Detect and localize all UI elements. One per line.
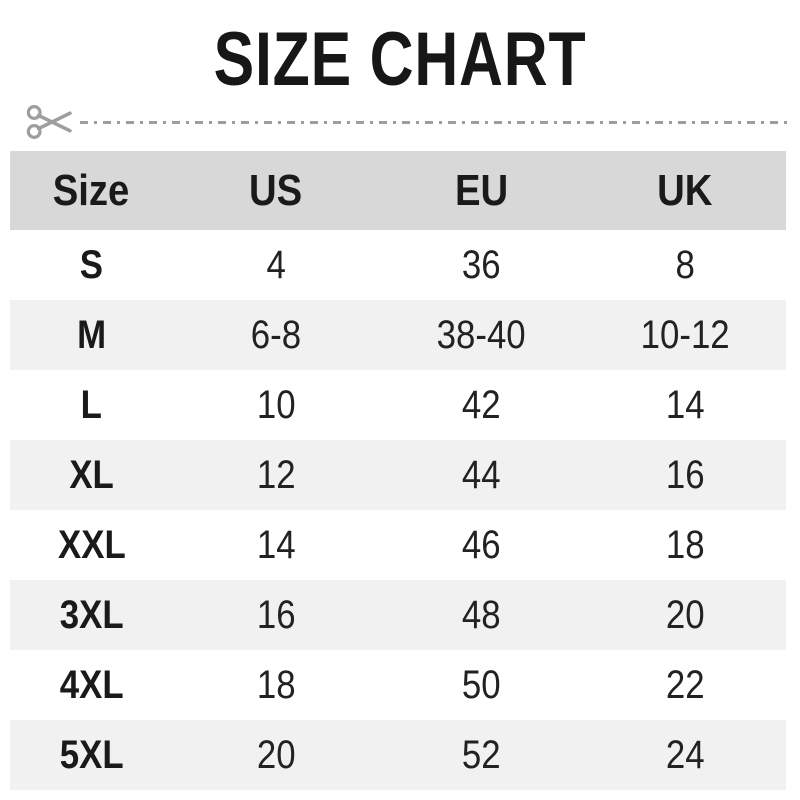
column-header-eu-label: EU bbox=[454, 165, 508, 215]
page-title-text: SIZE CHART bbox=[213, 17, 587, 102]
size-label: S bbox=[79, 242, 104, 287]
us-value: 12 bbox=[256, 452, 296, 497]
eu-value: 48 bbox=[462, 592, 501, 637]
uk-value: 18 bbox=[665, 522, 705, 567]
column-header-uk: UK bbox=[584, 166, 786, 216]
eu-value: 44 bbox=[462, 452, 501, 497]
table-row-m: M 6-8 38-40 10-12 bbox=[10, 300, 786, 370]
uk-value: 20 bbox=[665, 592, 705, 637]
us-value: 4 bbox=[266, 242, 286, 287]
uk-value: 14 bbox=[665, 382, 705, 427]
table-row-s: S 4 36 8 bbox=[10, 230, 786, 300]
uk-value: 22 bbox=[665, 662, 705, 707]
column-header-size: Size bbox=[10, 166, 173, 216]
us-value: 6-8 bbox=[250, 312, 301, 357]
column-header-size-label: Size bbox=[53, 165, 130, 215]
uk-value: 16 bbox=[665, 452, 705, 497]
size-label: L bbox=[80, 382, 103, 427]
scissors-icon bbox=[26, 105, 72, 139]
page-title: SIZE CHART bbox=[0, 18, 800, 102]
column-header-uk-label: UK bbox=[657, 165, 713, 215]
eu-value: 42 bbox=[462, 382, 501, 427]
eu-value: 46 bbox=[462, 522, 501, 567]
table-row-5xl: 5XL 20 52 24 bbox=[10, 720, 786, 790]
size-label: XXL bbox=[57, 522, 126, 567]
eu-value: 36 bbox=[462, 242, 501, 287]
us-value: 10 bbox=[256, 382, 296, 427]
size-label: 5XL bbox=[59, 732, 124, 777]
us-value: 20 bbox=[256, 732, 296, 777]
uk-value: 24 bbox=[665, 732, 705, 777]
table-row-4xl: 4XL 18 50 22 bbox=[10, 650, 786, 720]
us-value: 16 bbox=[256, 592, 296, 637]
table-row-l: L 10 42 14 bbox=[10, 370, 786, 440]
cut-line bbox=[26, 102, 788, 142]
table-row-3xl: 3XL 16 48 20 bbox=[10, 580, 786, 650]
column-header-eu: EU bbox=[379, 166, 585, 216]
column-header-us-label: US bbox=[249, 165, 303, 215]
table-row-xxl: XXL 14 46 18 bbox=[10, 510, 786, 580]
size-chart-page: SIZE CHART Size US EU UK S 4 36 8 M 6-8 … bbox=[0, 18, 800, 800]
size-label: 4XL bbox=[59, 662, 124, 707]
table-header-row: Size US EU UK bbox=[10, 151, 786, 230]
table-row-xl: XL 12 44 16 bbox=[10, 440, 786, 510]
column-header-us: US bbox=[173, 166, 379, 216]
size-label: 3XL bbox=[59, 592, 124, 637]
uk-value: 10-12 bbox=[640, 312, 730, 357]
uk-value: 8 bbox=[675, 242, 695, 287]
size-chart-table: Size US EU UK S 4 36 8 M 6-8 38-40 10-12… bbox=[10, 151, 786, 790]
us-value: 14 bbox=[256, 522, 296, 567]
dash-dot-rule bbox=[80, 120, 788, 124]
size-label: M bbox=[76, 312, 106, 357]
eu-value: 50 bbox=[462, 662, 501, 707]
eu-value: 52 bbox=[462, 732, 501, 777]
size-label: XL bbox=[69, 452, 114, 497]
eu-value: 38-40 bbox=[436, 312, 526, 357]
us-value: 18 bbox=[256, 662, 296, 707]
